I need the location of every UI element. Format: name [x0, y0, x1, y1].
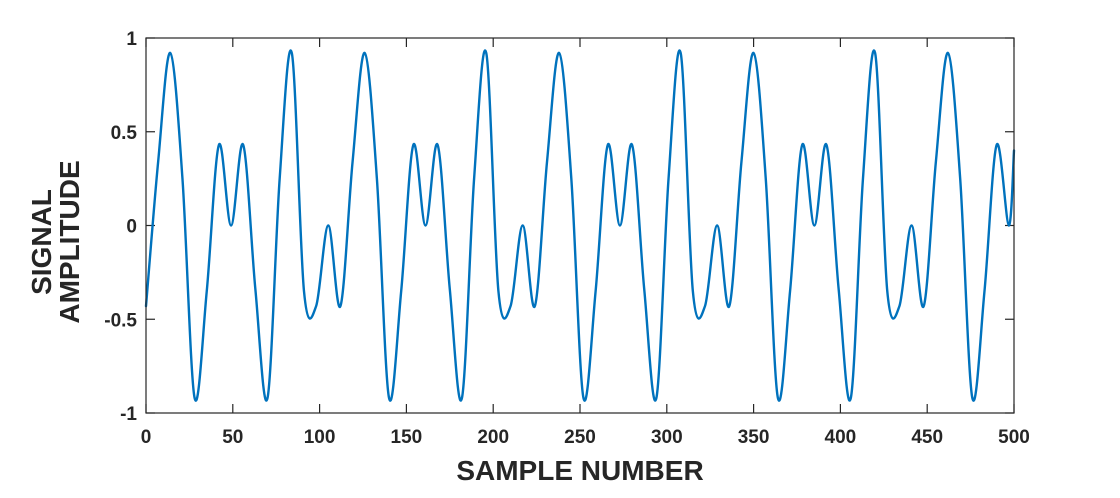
x-tick-label: 450: [911, 427, 943, 448]
series-layer: [144, 49, 1016, 402]
plot-area-frame: [145, 37, 1015, 414]
x-tick-label: 300: [651, 427, 683, 448]
y-axis-label-line-1: SIGNAL: [26, 189, 57, 295]
x-tick-label: 400: [825, 427, 857, 448]
y-tick-label: 1: [126, 29, 137, 50]
x-tick-label: 50: [222, 427, 243, 448]
x-tick-label: 100: [304, 427, 336, 448]
x-tick-label: 0: [141, 427, 152, 448]
y-axis-label: SIGNAL AMPLITUDE: [26, 160, 85, 323]
x-tick-label: 500: [998, 427, 1030, 448]
y-tick-label: 0: [126, 217, 137, 238]
y-axis-ticks: -1 -0.5 0 0.5 1: [104, 29, 1014, 425]
x-tick-label: 350: [738, 427, 770, 448]
y-axis-label-line-2: AMPLITUDE: [54, 160, 85, 323]
y-tick-label: 0.5: [111, 123, 138, 144]
x-tick-label: 200: [477, 427, 509, 448]
x-axis-label: SAMPLE NUMBER: [456, 455, 703, 486]
x-tick-label: 150: [391, 427, 423, 448]
y-tick-label: -1: [120, 404, 137, 425]
x-axis-ticks: 0 50 100 150 200 250 300 350 400 450 500: [141, 38, 1030, 448]
y-tick-label: -0.5: [104, 310, 137, 331]
x-tick-label: 250: [564, 427, 596, 448]
signal-series-line: [144, 49, 1016, 402]
